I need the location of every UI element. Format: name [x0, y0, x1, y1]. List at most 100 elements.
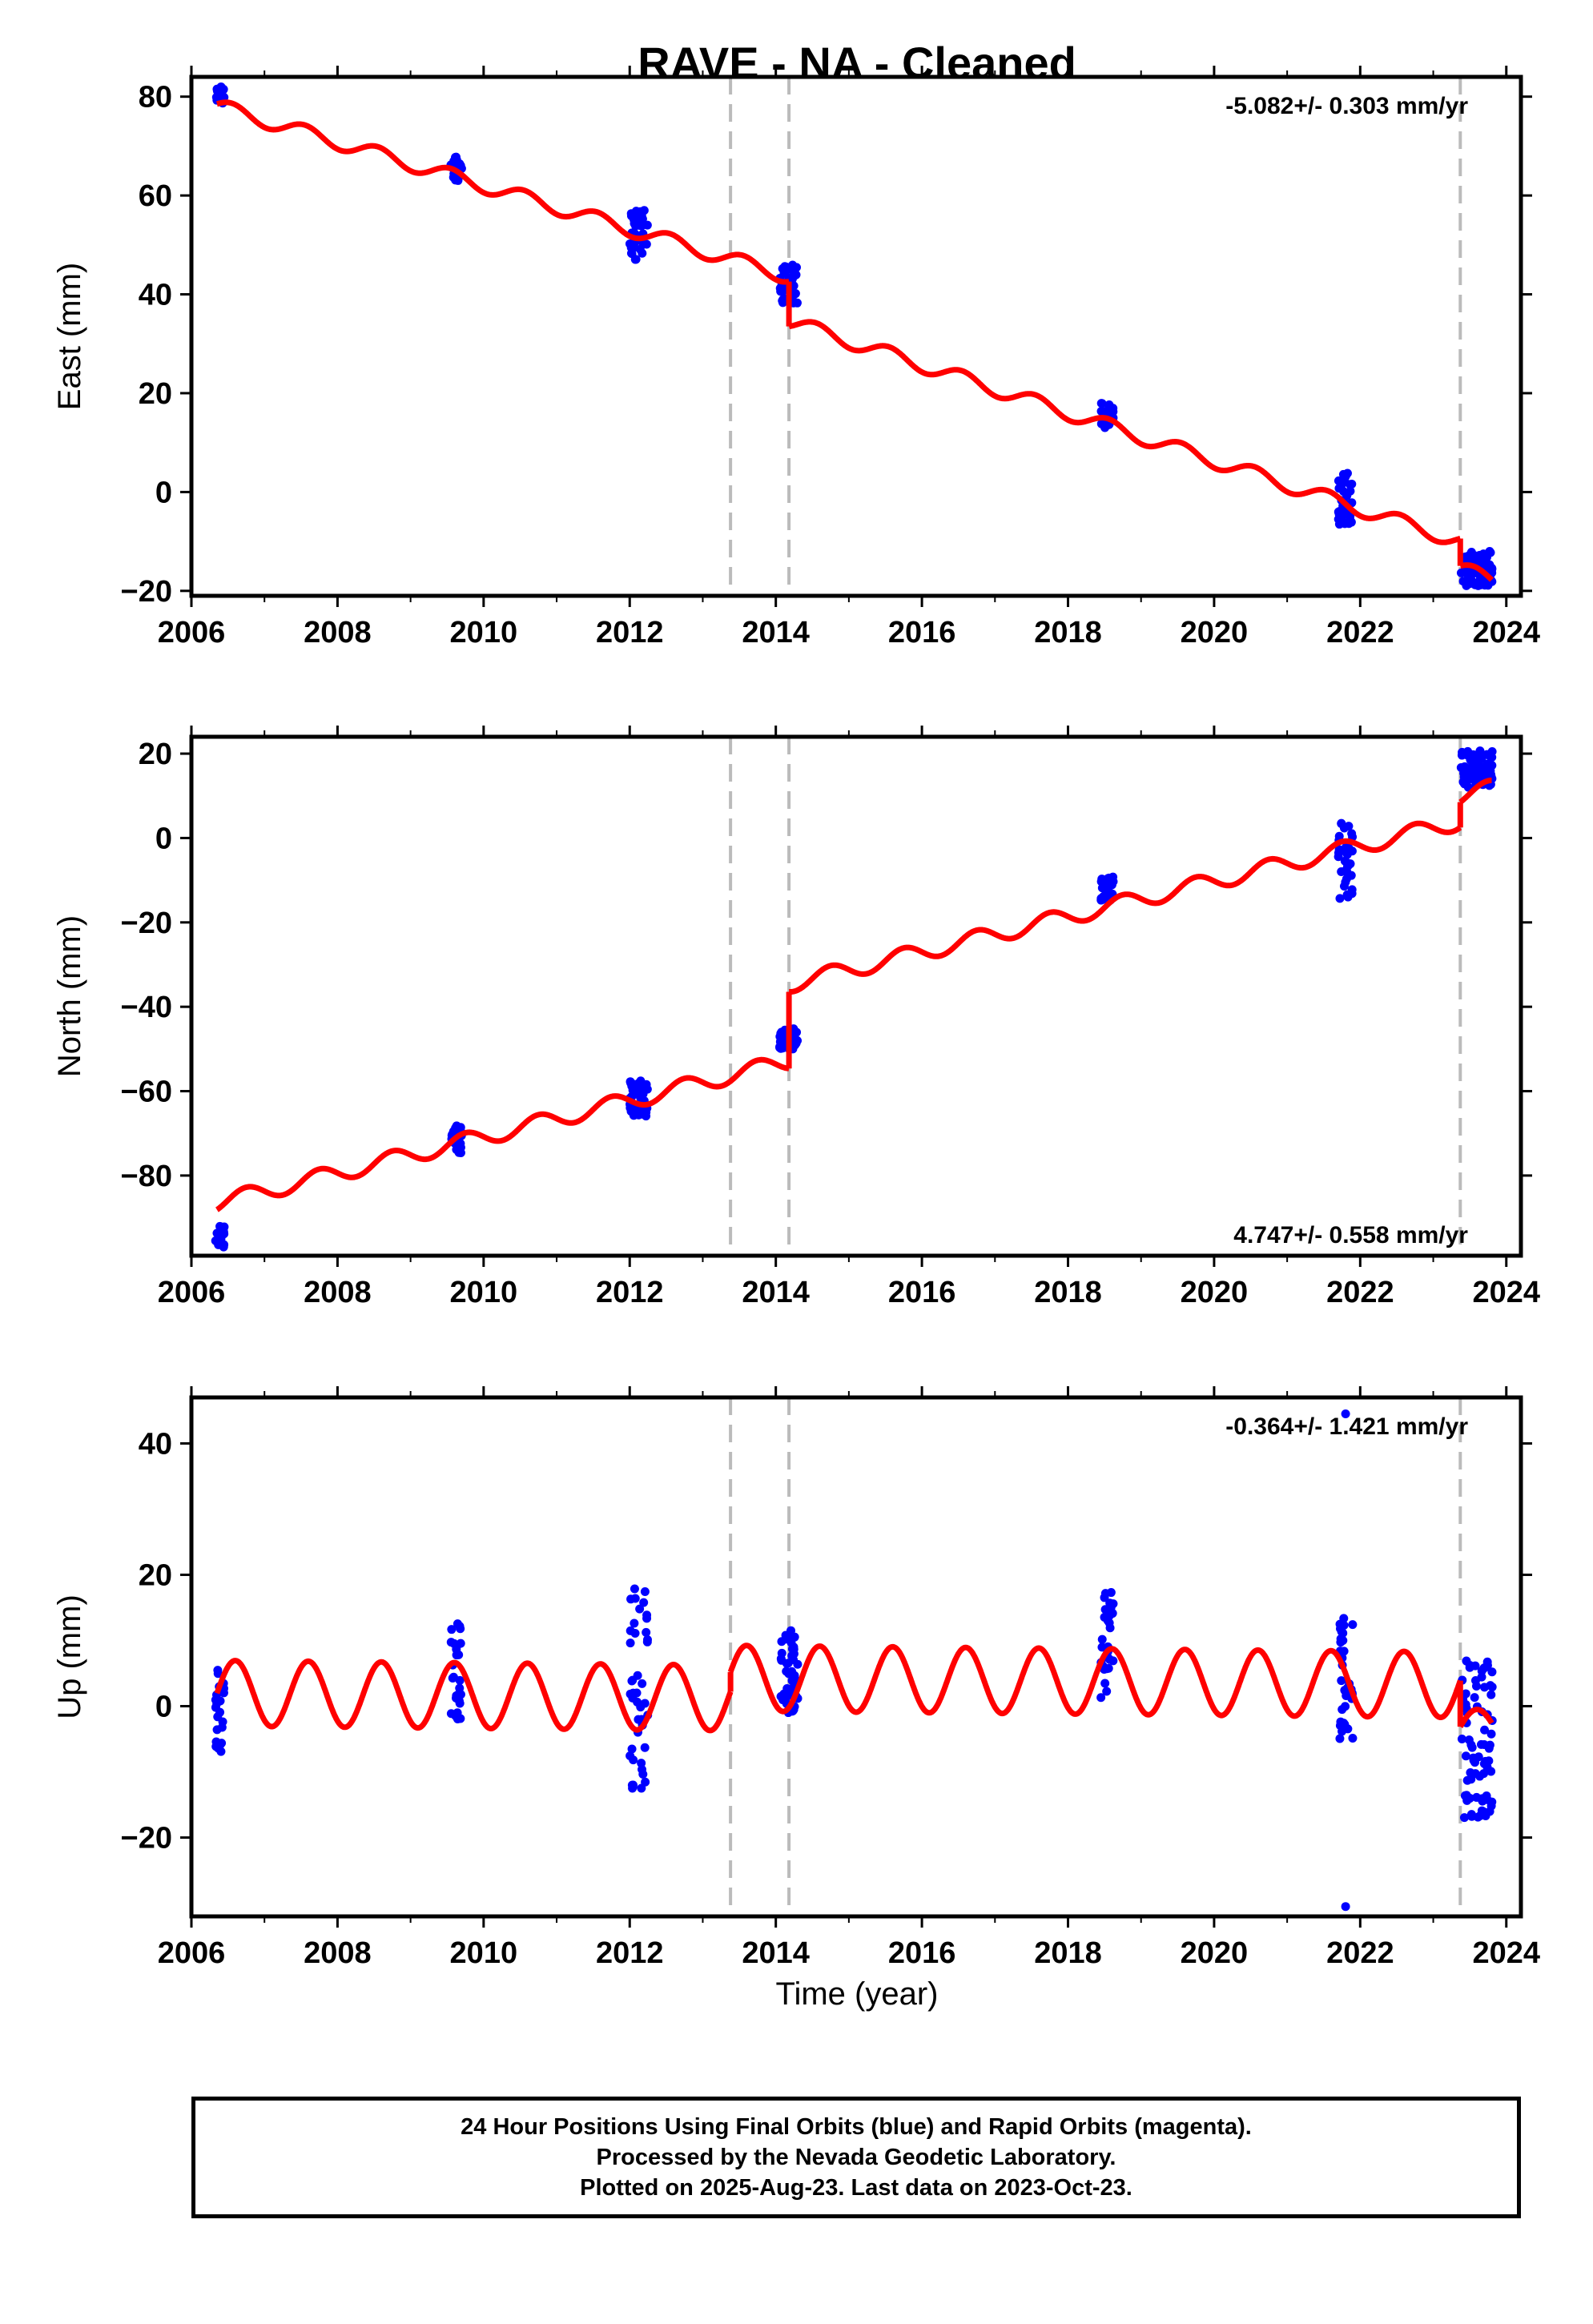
data-point: [452, 1121, 461, 1131]
y-tick-label: 20: [139, 1558, 172, 1592]
data-point: [1462, 1775, 1472, 1785]
data-point: [1470, 758, 1480, 767]
data-point: [633, 1671, 642, 1680]
point-cluster: [1457, 1656, 1497, 1823]
data-point: [215, 84, 224, 94]
data-point: [640, 1743, 650, 1752]
data-point: [635, 1604, 645, 1614]
data-point: [1485, 560, 1494, 569]
data-point: [790, 1671, 799, 1680]
data-point: [642, 1635, 652, 1645]
point-cluster: [625, 206, 652, 264]
model-curve: [215, 99, 791, 285]
data-point: [627, 1676, 637, 1686]
data-point: [630, 1584, 639, 1594]
model-curve: [786, 319, 1462, 545]
data-point: [630, 1628, 640, 1638]
data-point: [639, 1598, 649, 1607]
y-tick-label: 0: [155, 476, 172, 509]
point-cluster: [446, 1619, 465, 1723]
data-point: [215, 1707, 225, 1717]
data-point: [446, 1709, 456, 1719]
data-point: [456, 1638, 465, 1648]
data-point: [1337, 1676, 1346, 1686]
x-tick-label: 2018: [1034, 1276, 1102, 1309]
data-point: [640, 1587, 650, 1597]
y-axis-label: North (mm): [52, 915, 87, 1077]
data-point: [1105, 1655, 1115, 1664]
data-point: [216, 1234, 226, 1244]
data-point: [1482, 1791, 1491, 1800]
data-point: [1479, 1769, 1489, 1779]
data-point: [1465, 1663, 1474, 1672]
x-tick-label: 2008: [304, 616, 372, 649]
data-point: [1461, 770, 1470, 780]
x-tick-label: 2022: [1326, 1936, 1394, 1970]
data-point: [642, 239, 651, 249]
data-point: [777, 1655, 786, 1665]
x-tick-label: 2006: [158, 1936, 226, 1970]
data-point: [1470, 766, 1479, 775]
data-point: [1486, 1729, 1496, 1739]
x-tick-label: 2024: [1472, 616, 1540, 649]
x-tick-label: 2018: [1034, 1936, 1102, 1970]
point-cluster: [626, 1584, 653, 1793]
data-point: [1338, 1635, 1348, 1645]
plot-frame: [189, 74, 1523, 598]
data-point: [1105, 1623, 1115, 1633]
y-tick-label: 40: [139, 1427, 172, 1461]
data-point: [1477, 1806, 1486, 1815]
data-point: [1459, 762, 1469, 772]
y-tick-label: 80: [139, 81, 172, 115]
data-point: [1100, 1613, 1109, 1622]
x-tick-label: 2016: [888, 616, 956, 649]
x-tick-label: 2014: [742, 616, 810, 649]
x-tick-label: 2010: [450, 616, 518, 649]
footer-line-2: Processed by the Nevada Geodetic Laborat…: [596, 2145, 1116, 2170]
plot-frame: [189, 1395, 1523, 1919]
y-tick-label: −80: [121, 1160, 172, 1193]
point-cluster: [1456, 746, 1497, 792]
data-point: [1347, 479, 1357, 489]
data-point: [1339, 823, 1349, 833]
data-point: [638, 1679, 647, 1688]
data-point: [1335, 1734, 1345, 1743]
outlier-point: [1341, 1409, 1350, 1419]
data-point: [1102, 1687, 1112, 1696]
y-tick-label: −40: [121, 991, 172, 1024]
data-point: [628, 1693, 638, 1703]
plot-frame: [189, 734, 1523, 1258]
data-point: [1100, 1679, 1110, 1688]
y-tick-label: 20: [139, 738, 172, 771]
data-point: [629, 243, 638, 252]
data-point: [776, 287, 786, 296]
model-curve: [214, 1658, 734, 1734]
data-point: [1465, 1794, 1474, 1803]
data-point: [639, 220, 649, 230]
outlier-point: [1341, 1902, 1350, 1912]
x-tick-label: 2024: [1472, 1936, 1540, 1970]
data-point: [1457, 1735, 1466, 1744]
y-tick-label: 0: [155, 1691, 172, 1724]
data-point: [447, 1625, 457, 1634]
data-point: [1485, 547, 1494, 557]
model-curve: [215, 1056, 791, 1212]
data-point: [1105, 877, 1115, 887]
data-point: [1343, 892, 1353, 902]
data-point: [1106, 1601, 1116, 1610]
x-tick-label: 2006: [158, 616, 226, 649]
data-point: [626, 1078, 636, 1088]
x-tick-label: 2008: [304, 1936, 372, 1970]
data-point: [1474, 749, 1484, 758]
data-point: [1464, 1735, 1474, 1745]
data-point: [217, 1739, 227, 1748]
data-layer: [211, 746, 1497, 1252]
data-point: [1334, 831, 1344, 841]
x-tick-label: 2012: [596, 1276, 664, 1309]
x-tick-label: 2010: [450, 1276, 518, 1309]
data-point: [1461, 1751, 1470, 1761]
x-tick-label: 2012: [596, 1936, 664, 1970]
data-point: [446, 1638, 456, 1647]
data-point: [1339, 1719, 1349, 1728]
model-curve: [727, 1642, 1463, 1720]
